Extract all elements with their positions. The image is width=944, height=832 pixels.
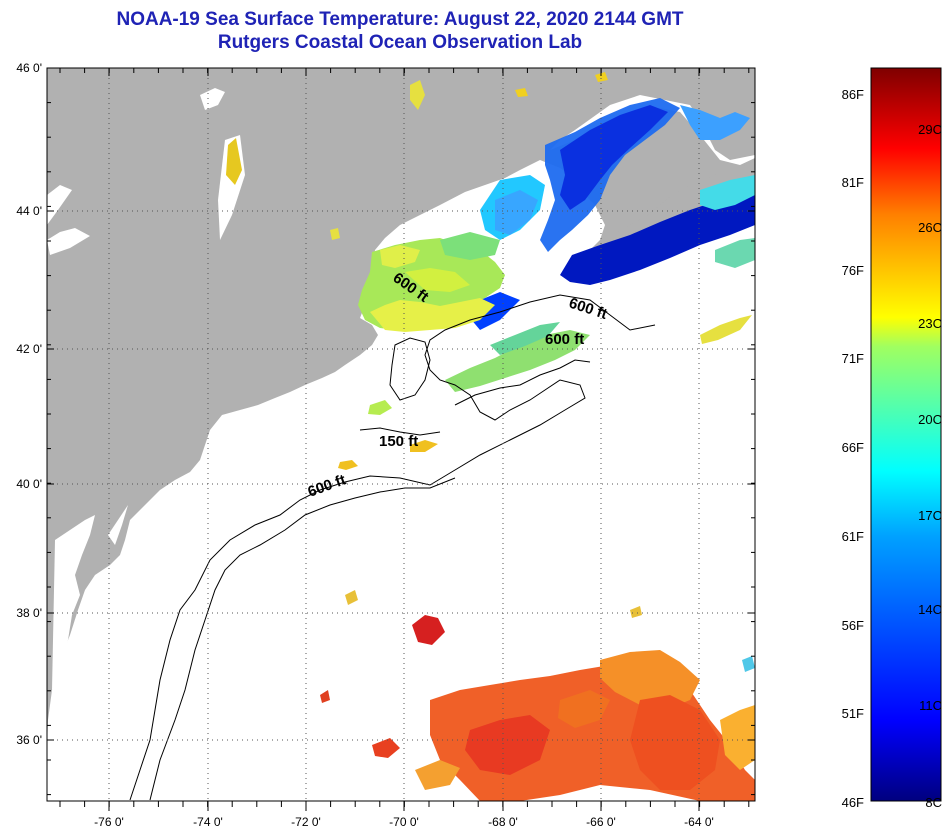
lat-tick-label: 38 0'	[16, 606, 42, 620]
plot-frame	[46, 67, 756, 802]
lon-tick-label: -66 0'	[586, 815, 616, 829]
colorbar: 86F 81F 76F 71F 66F 61F 56F 51F 46F 29C 26C 23C 20C…	[842, 67, 942, 810]
contour-label-georges: 600 ft	[545, 331, 584, 348]
colorbar-f-label: 71F	[842, 351, 864, 366]
lat-tick-label: 36 0'	[16, 733, 42, 747]
map-title: NOAA-19 Sea Surface Temperature: August …	[116, 9, 684, 30]
colorbar-c-label: 23C	[918, 316, 942, 331]
gridlines	[47, 68, 755, 801]
lat-tick-label: 42 0'	[16, 342, 42, 356]
lat-tick-label: 46 0'	[16, 61, 42, 75]
colorbar-f-label: 51F	[842, 706, 864, 721]
lat-tick-label: 40 0'	[16, 477, 42, 491]
colorbar-f-label: 76F	[842, 263, 864, 278]
map-subtitle: Rutgers Coastal Ocean Observation Lab	[217, 32, 583, 53]
colorbar-celsius-labels: 29C 26C 23C 20C 17C 14C 11C 8C	[918, 122, 942, 810]
colorbar-c-label: 11C	[919, 698, 942, 713]
colorbar-f-label: 46F	[842, 795, 864, 810]
colorbar-f-label: 56F	[842, 618, 864, 633]
colorbar-ramp	[870, 67, 942, 802]
colorbar-f-label: 61F	[842, 529, 864, 544]
lon-tick-label: -64 0'	[684, 815, 714, 829]
colorbar-f-label: 86F	[842, 87, 864, 102]
title-block: NOAA-19 Sea Surface Temperature: August …	[0, 8, 800, 54]
landmass	[47, 68, 755, 800]
lon-tick-label: -68 0'	[488, 815, 518, 829]
contour-label-150ft: 150 ft	[379, 433, 418, 450]
latitude-axis: 46 0' 44 0' 42 0' 40 0' 38 0' 36 0'	[16, 61, 755, 796]
longitude-axis: -76 0' -74 0' -72 0' -70 0' -68 0' -66 0' -64 …	[59, 68, 750, 829]
lon-tick-label: -70 0'	[389, 815, 419, 829]
lat-tick-label: 44 0'	[16, 204, 42, 218]
sst-data-layer	[226, 72, 755, 801]
colorbar-c-label: 14C	[918, 602, 942, 617]
colorbar-f-label: 66F	[842, 440, 864, 455]
lon-tick-label: -72 0'	[291, 815, 321, 829]
colorbar-fahrenheit-labels: 86F 81F 76F 71F 66F 61F 56F 51F 46F	[842, 87, 864, 810]
colorbar-c-label: 29C	[918, 122, 942, 137]
bathymetry-contours	[129, 294, 656, 801]
colorbar-f-label: 81F	[842, 175, 864, 190]
colorbar-c-label: 20C	[918, 412, 942, 427]
lon-tick-label: -74 0'	[193, 815, 223, 829]
lon-tick-label: -76 0'	[94, 815, 124, 829]
colorbar-c-label: 8C	[925, 795, 942, 810]
colorbar-c-label: 26C	[918, 220, 942, 235]
colorbar-c-label: 17C	[918, 508, 942, 523]
